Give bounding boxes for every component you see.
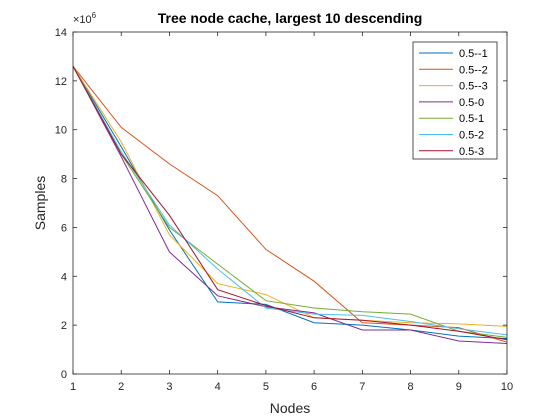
y-exponent-power: 6 (92, 11, 97, 20)
x-tick-label: 6 (311, 381, 317, 393)
series-lines (72, 65, 508, 344)
x-tick-label: 7 (359, 381, 365, 393)
legend-entry: 0.5-3 (459, 146, 484, 158)
series-line-0.5-2 (72, 65, 508, 336)
legend: 0.5--1 0.5--2 0.5--3 0.5-0 0.5-1 0.5-2 0.5-3 (412, 41, 498, 160)
x-tick-label: 5 (263, 381, 269, 393)
series-line-0.5-1 (72, 65, 508, 338)
y-tick-label: 0 (61, 369, 67, 381)
x-tick-label: 9 (456, 381, 462, 393)
y-tick-label: 12 (55, 76, 67, 88)
x-tick-label: 8 (407, 381, 413, 393)
series-line-0.5-3 (72, 65, 508, 341)
legend-entry: 0.5-2 (459, 130, 484, 142)
y-exponent-label: ×106 (73, 11, 97, 26)
y-tick-label: 8 (61, 174, 67, 186)
x-tick-label: 1 (70, 381, 76, 393)
series-line-0.5--2 (72, 65, 508, 343)
y-tick-label: 10 (55, 125, 67, 137)
x-tick-label: 4 (215, 381, 221, 393)
axes-box (72, 31, 508, 375)
y-tick-label: 14 (55, 27, 67, 39)
legend-entry: 0.5--1 (459, 48, 488, 60)
series-line-0.5-0 (72, 65, 508, 344)
x-axis-label: Nodes (270, 400, 310, 416)
x-tick-label: 3 (166, 381, 172, 393)
y-tick-label: 2 (61, 320, 67, 332)
y-exponent-base: ×10 (73, 14, 92, 26)
x-tick-label: 10 (501, 381, 513, 393)
x-tick-label: 2 (118, 381, 124, 393)
legend-box (412, 41, 498, 160)
legend-entry: 0.5-1 (459, 113, 484, 125)
y-axis-label: Samples (32, 176, 48, 230)
legend-entry: 0.5--2 (459, 64, 488, 76)
legend-entry: 0.5--3 (459, 81, 488, 93)
legend-entry: 0.5-0 (459, 97, 484, 109)
y-tick-label: 4 (61, 271, 67, 283)
y-tick-label: 6 (61, 222, 67, 234)
chart-title: Tree node cache, largest 10 descending (158, 10, 423, 26)
